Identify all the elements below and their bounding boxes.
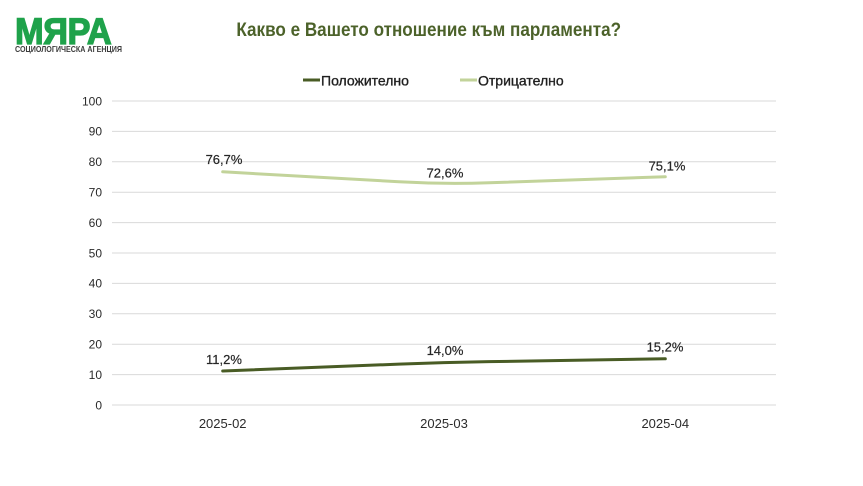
svg-text:100: 100 (82, 94, 102, 108)
svg-text:0: 0 (95, 398, 102, 412)
svg-text:2025-02: 2025-02 (199, 416, 247, 431)
svg-text:20: 20 (89, 338, 103, 352)
svg-text:Положително: Положително (321, 73, 409, 89)
svg-text:75,1%: 75,1% (649, 159, 686, 174)
svg-text:40: 40 (89, 277, 103, 291)
svg-text:50: 50 (89, 246, 103, 260)
svg-text:11,2%: 11,2% (206, 352, 242, 367)
svg-text:Отрицателно: Отрицателно (478, 73, 564, 89)
svg-text:2025-04: 2025-04 (641, 416, 689, 431)
svg-text:90: 90 (89, 125, 103, 139)
svg-text:2025-03: 2025-03 (420, 416, 468, 431)
svg-text:10: 10 (89, 368, 103, 382)
svg-text:14,0%: 14,0% (427, 343, 464, 358)
svg-text:80: 80 (89, 155, 103, 169)
svg-text:72,6%: 72,6% (427, 166, 464, 181)
svg-text:76,7%: 76,7% (206, 152, 243, 167)
svg-text:70: 70 (89, 186, 103, 200)
svg-text:30: 30 (89, 307, 103, 321)
svg-text:60: 60 (89, 216, 103, 230)
svg-text:15,2%: 15,2% (647, 339, 684, 354)
